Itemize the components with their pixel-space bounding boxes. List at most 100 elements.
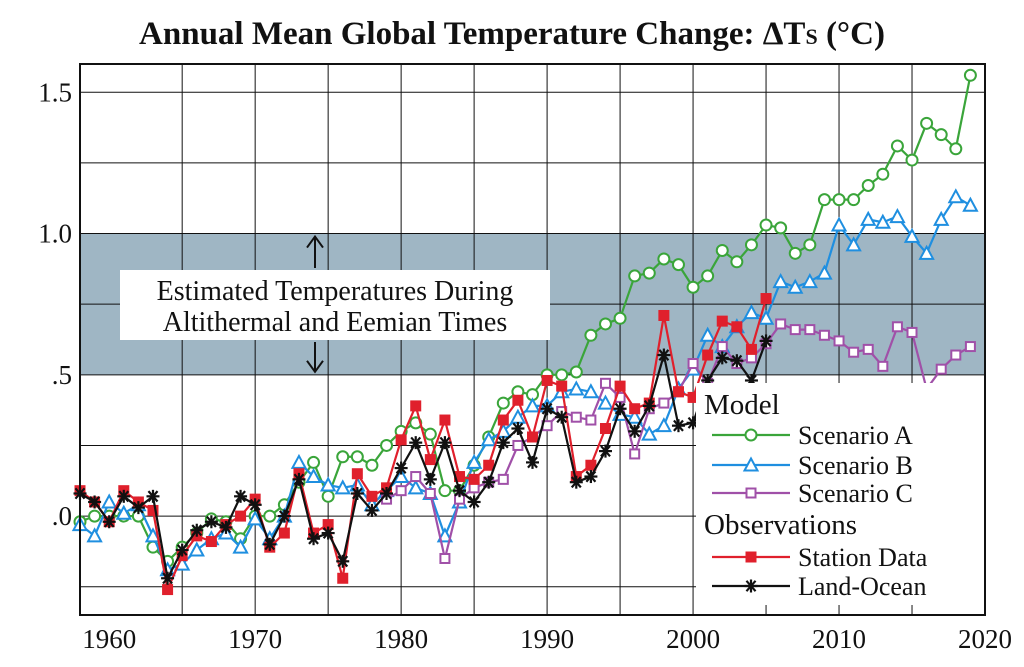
data-point-scenario-a [934, 128, 948, 142]
data-point-scenario-b [801, 272, 819, 289]
data-point-scenario-c [658, 397, 670, 409]
data-point-station-data [760, 293, 772, 305]
data-point-land-ocean [467, 495, 481, 509]
data-point-scenario-c [629, 448, 641, 460]
data-point-station-data [629, 403, 641, 415]
band-label-line1: Estimated Temperatures During [157, 276, 514, 307]
data-point-scenario-a [307, 455, 321, 469]
data-point-scenario-b [816, 264, 833, 280]
data-point-scenario-b [246, 510, 264, 526]
data-point-scenario-c [891, 321, 903, 333]
data-point-scenario-b [655, 417, 673, 433]
data-point-land-ocean [438, 436, 452, 450]
plot-frame [79, 63, 986, 616]
x-tick-label: 2000 [666, 624, 720, 654]
data-point-scenario-b [641, 425, 658, 441]
data-point-station-data [337, 572, 349, 584]
data-point-scenario-a [263, 509, 277, 523]
data-point-scenario-c [716, 341, 728, 353]
x-tick-label: 1960 [82, 624, 136, 654]
data-point-scenario-b [874, 213, 892, 229]
data-point-scenario-b [699, 326, 716, 342]
data-point-scenario-a [861, 179, 875, 193]
data-point-station-data [351, 468, 363, 480]
data-point-scenario-c [935, 363, 947, 375]
legend-model-heading: Model [704, 389, 780, 421]
arrow-head-down [306, 360, 324, 374]
arrow-head-up [306, 234, 324, 249]
x-tick-label: 2020 [958, 624, 1012, 654]
data-point-scenario-b [918, 244, 935, 260]
data-point-scenario-a [788, 246, 802, 260]
legend-entry-station-data: Station Data [712, 543, 928, 572]
data-point-land-ocean [394, 461, 408, 475]
data-point-station-data [395, 434, 407, 446]
data-point-scenario-a [380, 438, 394, 452]
data-point-land-ocean [263, 537, 277, 551]
data-point-scenario-b [903, 227, 921, 243]
data-point-land-ocean [671, 419, 685, 433]
data-point-scenario-c [395, 485, 407, 497]
data-point-scenario-c [570, 411, 582, 423]
data-point-scenario-a [686, 280, 700, 294]
data-point-land-ocean [350, 486, 364, 500]
data-point-land-ocean [715, 351, 729, 365]
data-point-scenario-a [759, 218, 773, 232]
data-point-scenario-b [597, 394, 614, 410]
legend-swatch-marker [742, 456, 760, 472]
data-point-station-data [512, 394, 524, 406]
data-point-scenario-b [144, 527, 162, 543]
data-point-land-ocean [453, 484, 467, 498]
legend-entry-land-ocean: Land-Ocean [712, 572, 926, 601]
data-point-land-ocean [365, 503, 379, 517]
data-point-land-ocean [380, 486, 394, 500]
data-point-station-data [235, 510, 247, 522]
data-point-land-ocean [730, 354, 744, 368]
data-point-station-data [658, 309, 670, 321]
data-point-scenario-a [905, 153, 919, 167]
data-point-scenario-b [101, 493, 118, 509]
data-point-scenario-a [890, 139, 904, 153]
data-point-scenario-b [568, 380, 585, 396]
data-point-scenario-c [906, 326, 918, 338]
legend-label-land-ocean: Land-Ocean [798, 572, 926, 601]
data-point-scenario-a [642, 266, 656, 280]
data-point-scenario-a [350, 450, 364, 464]
data-point-scenario-c [410, 471, 422, 483]
data-point-land-ocean [88, 495, 102, 509]
data-point-scenario-a [569, 365, 583, 379]
legend-label-scenario-a: Scenario A [798, 421, 913, 450]
data-point-land-ocean [234, 489, 248, 503]
data-point-scenario-a [832, 193, 846, 207]
legend-entry-scenario-b: Scenario B [712, 451, 913, 480]
data-point-scenario-c [585, 414, 597, 426]
data-point-land-ocean [569, 475, 583, 489]
data-point-scenario-c [424, 487, 436, 499]
data-point-scenario-b [582, 383, 600, 399]
data-point-scenario-b [962, 196, 979, 212]
data-point-station-data [162, 584, 174, 596]
data-point-scenario-a [555, 368, 569, 382]
data-point-scenario-a [584, 328, 598, 342]
x-tick-label: 1980 [374, 624, 428, 654]
data-point-scenario-b [115, 504, 132, 520]
data-point-land-ocean [482, 475, 496, 489]
data-point-land-ocean [161, 571, 175, 585]
data-point-land-ocean [511, 422, 525, 436]
data-point-scenario-a [744, 238, 758, 252]
y-tick-label: 1.5 [38, 77, 72, 107]
data-point-scenario-a [671, 258, 685, 272]
data-point-station-data [439, 414, 451, 426]
band-range-arrow [306, 234, 324, 374]
data-point-land-ocean [584, 470, 598, 484]
data-point-scenario-b [626, 408, 643, 424]
data-point-land-ocean [102, 515, 116, 529]
data-point-scenario-c [950, 349, 962, 361]
band-label-background [120, 270, 550, 340]
data-point-land-ocean [321, 526, 335, 540]
data-point-land-ocean [219, 520, 233, 534]
data-point-station-data [454, 471, 466, 483]
data-point-scenario-b [305, 467, 322, 484]
